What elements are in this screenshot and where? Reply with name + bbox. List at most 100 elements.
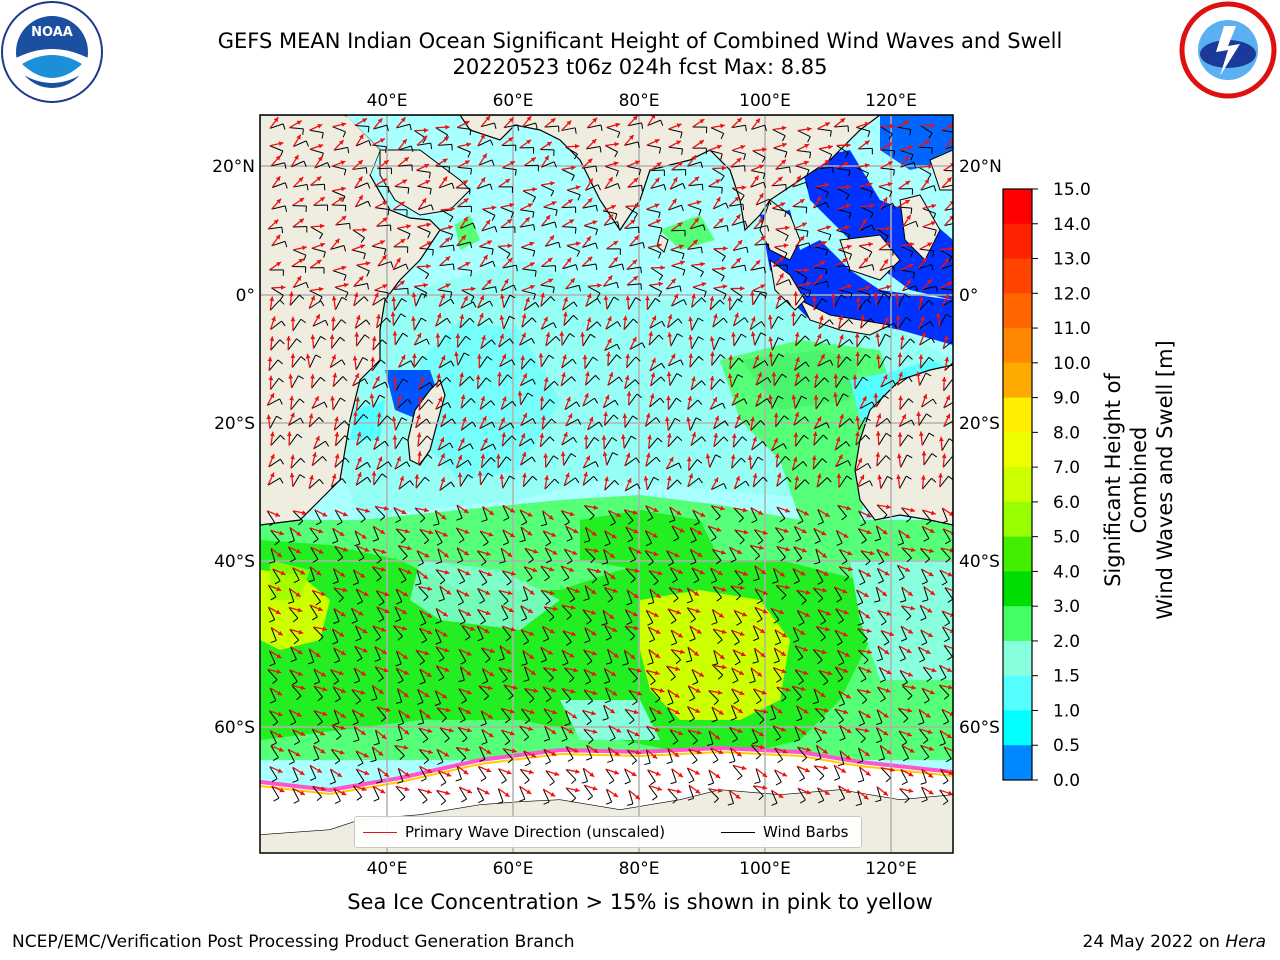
wave-arrow (623, 509, 638, 515)
wave-arrow (355, 471, 362, 486)
wave-arrow (817, 353, 826, 367)
wind-barb (544, 547, 552, 564)
wind-barb (267, 477, 284, 486)
wave-arrow (750, 164, 765, 172)
wind-barb (417, 435, 432, 447)
wave-arrow (288, 606, 303, 613)
wave-arrow (918, 431, 924, 446)
wind-barb (524, 164, 539, 172)
wind-barb (478, 159, 495, 166)
wind-barb (392, 263, 409, 271)
colorbar: 15.014.013.012.011.010.09.08.07.06.05.04… (1002, 180, 1091, 791)
wave-arrow (498, 417, 506, 431)
wave-arrow (727, 296, 733, 311)
wave-arrow (372, 566, 386, 572)
wind-barb (711, 268, 725, 282)
wave-arrow (818, 670, 833, 676)
wave-arrow (754, 588, 768, 595)
wave-arrow (397, 767, 410, 778)
wave-arrow (898, 707, 913, 713)
wave-arrow (731, 117, 743, 129)
wind-barb (543, 667, 554, 683)
wind-barb (480, 472, 494, 486)
wind-barb (333, 146, 350, 154)
wind-barb (519, 725, 530, 741)
wind-barb (455, 765, 462, 782)
wave-arrow (353, 569, 366, 579)
wave-arrow (333, 568, 346, 578)
wave-arrow (584, 178, 594, 191)
wind-barb (877, 610, 887, 626)
wind-barb (376, 767, 383, 784)
wave-arrow (921, 451, 927, 466)
wind-barb (647, 247, 662, 259)
wave-arrow (565, 745, 579, 753)
wave-arrow (417, 179, 431, 187)
wind-barb (917, 646, 926, 663)
wind-barb (835, 608, 844, 624)
wave-arrow (560, 725, 574, 734)
wind-barb (566, 189, 581, 201)
wave-arrow (520, 412, 528, 426)
wave-arrow (520, 768, 534, 775)
wave-arrow (313, 710, 328, 716)
wave-arrow (731, 213, 741, 226)
wave-arrow (269, 729, 283, 738)
wind-barb (629, 342, 646, 350)
wind-barb (818, 670, 829, 686)
wind-barb (899, 788, 910, 804)
wave-arrow (419, 240, 432, 249)
wave-arrow (837, 315, 843, 330)
wind-barb (793, 526, 802, 542)
wave-arrow (644, 550, 659, 556)
wind-barb (794, 669, 804, 685)
wind-barb (479, 530, 489, 547)
wind-barb (900, 245, 914, 258)
wave-arrow (648, 331, 654, 346)
wave-arrow (540, 155, 550, 168)
wind-barb (939, 287, 953, 297)
wind-barb (435, 569, 446, 585)
wind-barb (859, 401, 876, 410)
wind-barb (667, 707, 675, 723)
wind-barb (372, 625, 382, 642)
wave-arrow (411, 292, 417, 307)
wind-barb (687, 246, 703, 254)
wind-barb (608, 510, 616, 526)
wave-arrow (813, 765, 828, 770)
wave-arrow (523, 297, 530, 311)
wave-arrow (918, 708, 931, 719)
wind-barb (565, 787, 577, 803)
wind-barb (561, 436, 578, 446)
wind-barb (309, 604, 318, 621)
wind-barb (270, 377, 284, 390)
wave-arrow (645, 505, 659, 513)
wind-barb (792, 627, 800, 643)
wind-barb (520, 708, 531, 724)
wind-barb (817, 229, 832, 241)
wave-arrow (774, 243, 789, 249)
wave-arrow (438, 770, 452, 777)
wave-arrow (671, 768, 684, 778)
wave-arrow (938, 473, 943, 488)
wave-arrow (522, 649, 535, 660)
wind-barb (582, 242, 598, 249)
wind-barb (374, 289, 389, 299)
wind-barb (583, 784, 594, 801)
wind-barb (331, 190, 346, 203)
wind-barb (880, 630, 890, 646)
wind-barb (921, 687, 930, 704)
wave-arrow (500, 218, 513, 229)
wave-arrow (519, 451, 527, 466)
wind-barb (835, 459, 852, 468)
wind-barb (314, 162, 331, 169)
wind-barb (308, 478, 324, 489)
wave-arrow (520, 526, 533, 536)
wind-barb (565, 746, 574, 762)
wave-arrow (395, 588, 409, 597)
wave-arrow (707, 525, 722, 532)
wave-arrow (332, 372, 338, 387)
wind-barb (858, 510, 867, 527)
wave-arrow (392, 257, 401, 271)
